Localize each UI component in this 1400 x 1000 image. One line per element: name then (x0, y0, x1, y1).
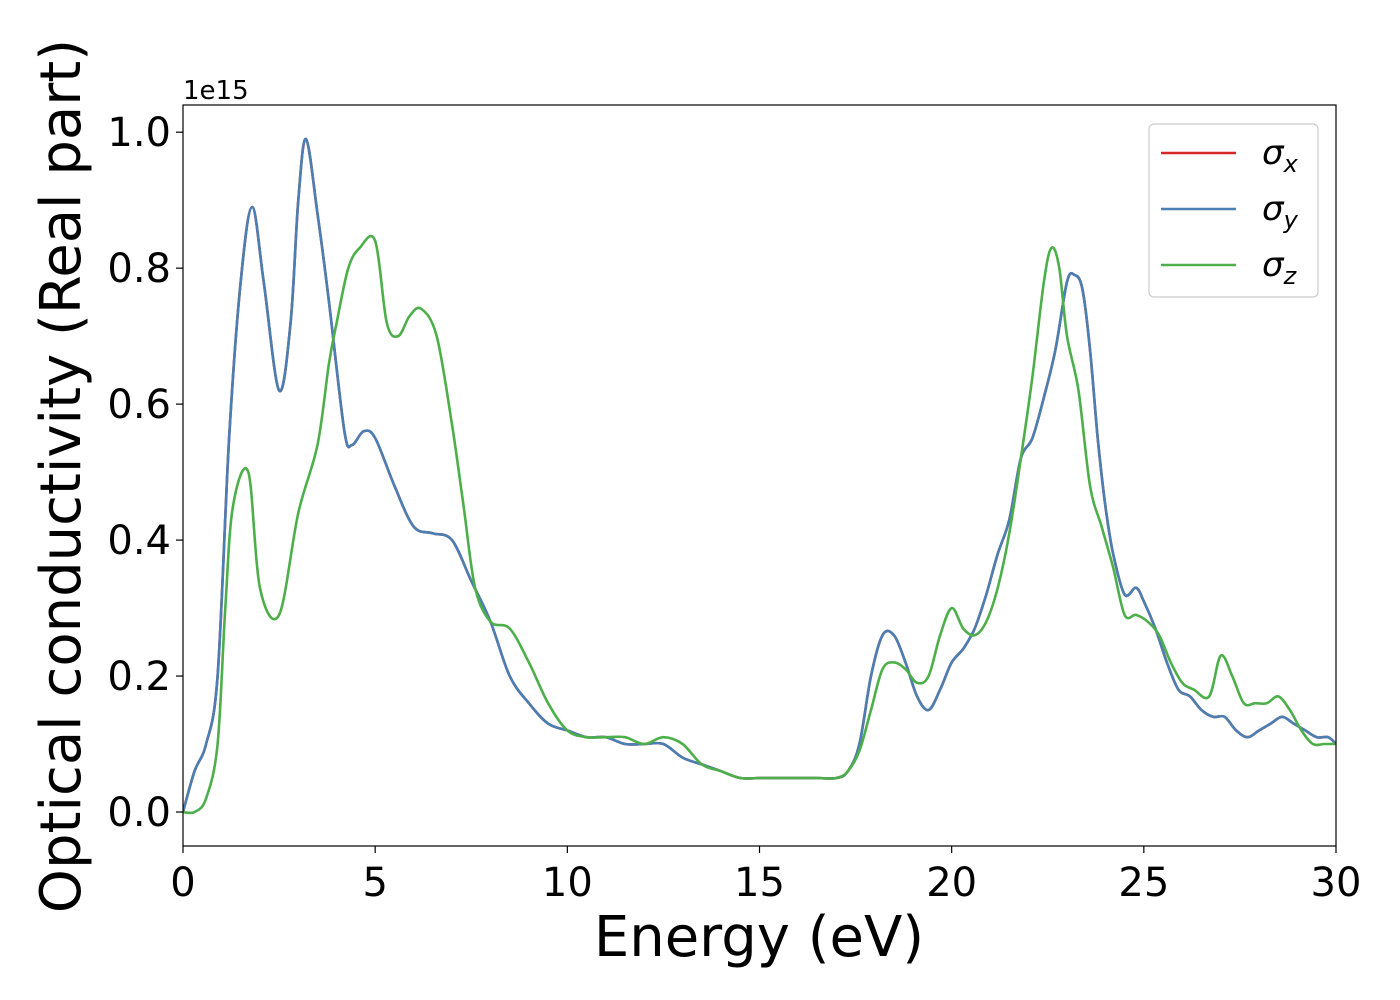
legend-label-y: σy (1262, 189, 1299, 234)
x-tick-label: 0 (170, 860, 195, 906)
x-axis-ticks: 0 5 10 15 20 25 30 (170, 846, 1361, 906)
series-line-z (183, 234, 1336, 815)
legend: σx σy σz (1148, 123, 1319, 298)
legend-box (1148, 123, 1319, 298)
y-tick-label: 0.2 (107, 654, 171, 700)
legend-label-x: σx (1262, 133, 1299, 178)
y-tick-label: 0.0 (107, 790, 171, 836)
y-axis-label: Optical conductivity (Real part) (29, 39, 94, 913)
x-tick-label: 10 (542, 860, 593, 906)
y-tick-label: 0.6 (107, 382, 171, 428)
x-tick-label: 20 (926, 860, 977, 906)
x-tick-label: 5 (362, 860, 387, 906)
x-tick-label: 30 (1311, 860, 1362, 906)
x-tick-label: 15 (734, 860, 785, 906)
x-tick-label: 25 (1118, 860, 1169, 906)
y-axis-ticks: 0.0 0.2 0.4 0.6 0.8 1.0 (107, 110, 183, 836)
y-offset-label: 1e15 (183, 76, 249, 106)
y-tick-label: 0.4 (107, 518, 171, 564)
y-tick-label: 1.0 (107, 110, 171, 156)
series-layer (183, 137, 1336, 815)
x-axis-label: Energy (eV) (594, 905, 924, 970)
y-tick-label: 0.8 (107, 246, 171, 292)
legend-label-z: σz (1262, 245, 1298, 290)
